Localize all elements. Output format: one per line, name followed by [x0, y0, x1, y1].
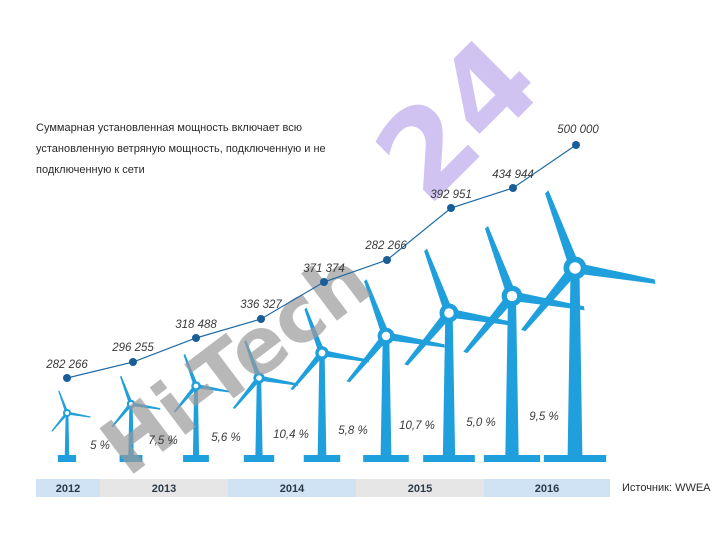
year-label: 2016: [535, 483, 559, 495]
value-label: 371 374: [303, 263, 345, 275]
capacity-point: [129, 358, 137, 366]
capacity-point: [257, 315, 265, 323]
capacity-point: [509, 184, 517, 192]
growth-label: 10,4 %: [273, 429, 309, 441]
capacity-point: [320, 278, 328, 286]
growth-label: 5 %: [90, 440, 110, 452]
value-label: 434 944: [492, 169, 534, 181]
growth-label: 5,0 %: [466, 417, 495, 429]
value-label: 500 000: [557, 124, 599, 136]
capacity-series: [63, 141, 580, 382]
year-axis: 2012 2013 2014 2015 2016: [36, 479, 610, 497]
capacity-point: [572, 141, 580, 149]
growth-label: 5,6 %: [211, 432, 240, 444]
value-label: 336 327: [240, 299, 282, 311]
year-bar-2013: [100, 479, 228, 497]
turbine-icon: [232, 340, 299, 462]
source-label: Источник: WWEA: [622, 482, 711, 494]
turbine-icon: [290, 307, 370, 462]
growth-label: 10,7 %: [399, 420, 435, 432]
capacity-point: [192, 334, 200, 342]
year-label: 2012: [56, 483, 80, 495]
value-label: 296 255: [111, 342, 154, 354]
chart-note: Суммарная установленная мощность включае…: [36, 122, 326, 176]
year-bar-2012: [36, 479, 100, 497]
growth-label: 5,8 %: [338, 425, 367, 437]
value-label: 392 951: [430, 189, 472, 201]
turbine-icons: [51, 190, 656, 462]
turbine-icon: [346, 279, 445, 462]
capacity-point: [383, 256, 391, 264]
value-label: 282 266: [364, 240, 407, 252]
year-bar-2016: [484, 479, 610, 497]
turbine-icon: [521, 190, 656, 462]
year-label: 2015: [408, 483, 432, 495]
year-bar-2015: [356, 479, 484, 497]
value-labels: 282 266 296 255 318 488 336 327 371 374 282 2…: [45, 124, 599, 452]
turbine-icon: [111, 375, 161, 462]
turbine-icon: [173, 353, 230, 462]
value-label: 282 266: [45, 359, 88, 371]
value-label: 318 488: [175, 319, 217, 331]
growth-label: 7,5 %: [148, 435, 177, 447]
growth-label: 9,5 %: [529, 411, 558, 423]
turbine-icon: [463, 225, 585, 462]
year-label: 2013: [152, 483, 176, 495]
turbine-icon: [404, 248, 516, 462]
turbine-icon: [51, 390, 91, 462]
capacity-point: [63, 374, 71, 382]
year-bar-2014: [228, 479, 356, 497]
year-label: 2014: [280, 483, 305, 495]
capacity-point: [447, 204, 455, 212]
